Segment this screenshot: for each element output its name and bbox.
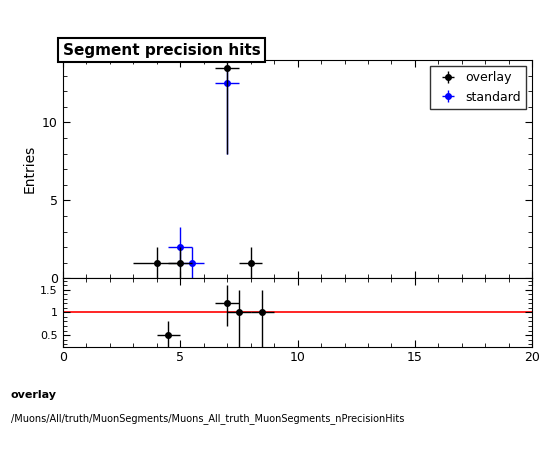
- Y-axis label: Entries: Entries: [22, 145, 37, 193]
- Text: overlay: overlay: [11, 390, 57, 401]
- Text: /Muons/All/truth/MuonSegments/Muons_All_truth_MuonSegments_nPrecisionHits: /Muons/All/truth/MuonSegments/Muons_All_…: [11, 413, 404, 425]
- Legend: overlay, standard: overlay, standard: [430, 67, 526, 109]
- Text: Segment precision hits: Segment precision hits: [63, 43, 260, 58]
